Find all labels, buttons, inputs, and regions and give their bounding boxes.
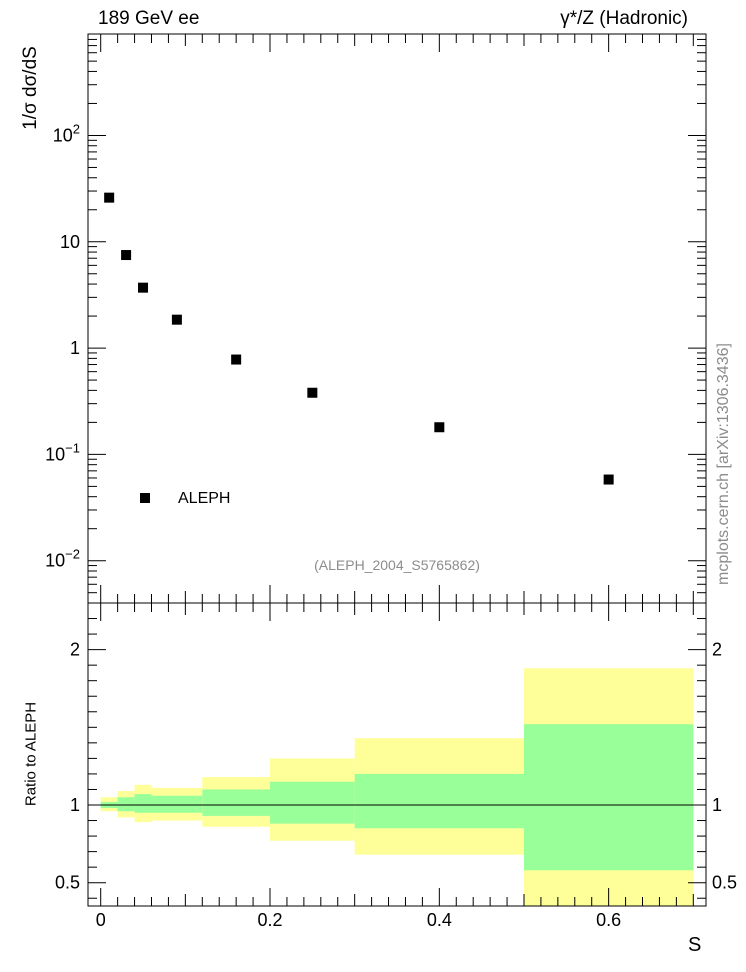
data-point-2 (138, 282, 149, 293)
x-axis-label: S (688, 934, 702, 956)
y-tick-label-0: 10−2 (45, 547, 80, 571)
ratio-y-tick-label-right-2: 2 (712, 640, 722, 660)
y-tick-label-3: 10 (60, 232, 80, 252)
legend (140, 493, 150, 503)
x-tick-label-1: 0.2 (257, 910, 282, 930)
legend-entry-label: ALEPH (178, 490, 231, 507)
inner-band-4 (202, 789, 271, 816)
x-tick-label-2: 0.4 (427, 910, 452, 930)
data-point-0 (104, 192, 115, 203)
inner-band-5 (270, 781, 355, 824)
ratio-y-tick-label-right-0: 0.5 (712, 873, 737, 893)
side-note: mcplots.cern.ch [arXiv:1306.3436] (715, 343, 732, 585)
inner-band-3 (151, 795, 203, 813)
data-point-3 (171, 314, 182, 325)
x-tick-label-0: 0 (96, 910, 106, 930)
data-point-1 (121, 250, 132, 261)
inner-band-1 (117, 797, 135, 812)
legend-marker (140, 493, 150, 503)
ratio-y-tick-label-left-2: 2 (70, 640, 80, 660)
data-point-5 (307, 387, 318, 398)
main-axis-ticks: 10−2 10−1 1 10 102 (45, 33, 706, 604)
ratio-y-tick-label-left-1: 1 (70, 795, 80, 815)
inner-band-7 (523, 724, 694, 871)
data-point-6 (434, 422, 445, 433)
ratio-y-axis-label: Ratio to ALEPH (22, 701, 40, 807)
ratio-axis-ticks: 0 0.2 0.4 0.6 0.5 0.5 1 1 2 2 (55, 34, 737, 930)
y-tick-label-1: 10−1 (45, 440, 80, 464)
ratio-y-tick-label-right-1: 1 (712, 795, 722, 815)
y-tick-label-2: 1 (70, 338, 80, 358)
plot-frames (87, 33, 707, 907)
header-left: 189 GeV ee (98, 8, 200, 29)
ratio-frame (87, 602, 707, 907)
data-point-4 (231, 354, 242, 365)
y-tick-label-4: 102 (53, 121, 80, 145)
data-point-7 (603, 474, 614, 485)
ratio-y-tick-label-left-0: 0.5 (55, 873, 80, 893)
analysis-annotation: (ALEPH_2004_S5765862) (314, 557, 480, 573)
main-y-axis-label: 1/σ dσ/dS (20, 46, 41, 130)
ratio-bands (88, 668, 706, 906)
inner-band-6 (354, 773, 524, 829)
x-tick-label-3: 0.6 (596, 910, 621, 930)
data-points (104, 192, 614, 485)
inner-band-2 (134, 794, 152, 813)
header-right: γ*/Z (Hadronic) (560, 8, 688, 29)
